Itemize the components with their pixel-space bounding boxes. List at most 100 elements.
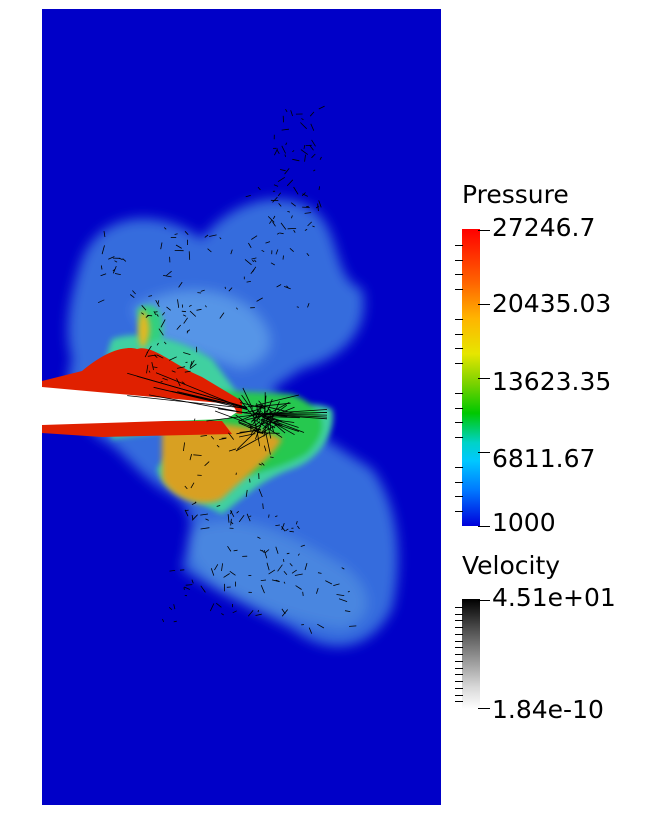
legend-tick [455,627,463,628]
velocity-vector [248,242,252,249]
pressure-label-max: 27246.7 [492,213,596,242]
velocity-vector [307,303,310,308]
velocity-vector [313,169,316,172]
velocity-vector [176,378,181,387]
velocity-vector [168,356,177,361]
velocity-vector [256,297,263,302]
velocity-vector [318,105,325,110]
velocity-vector [265,241,271,244]
velocity-vector [262,421,271,430]
velocity-vector [272,196,278,203]
velocity-vector [276,284,282,288]
velocity-vector [292,150,295,153]
velocity-vector [277,564,283,572]
velocity-vector [148,394,248,414]
velocity-vector [132,290,136,295]
velocity-vector [295,520,298,525]
velocity-vector [108,256,115,260]
legend-tick [455,681,463,682]
velocity-vector [219,438,227,440]
velocity-vector [174,233,178,235]
velocity-vector [349,625,357,627]
velocity-vector [302,591,304,596]
velocity-vector [271,419,295,423]
velocity-vector [275,524,280,526]
velocity-vector [206,414,254,422]
velocity-vector [156,354,164,359]
velocity-vector [214,410,255,427]
velocity-vector [163,275,172,278]
velocity-vector [219,237,222,240]
pressure-label-min: 1000 [492,508,556,537]
legend-tick [455,695,463,696]
velocity-vector [296,306,300,308]
velocity-vector [284,168,290,175]
velocity-vector [283,581,286,584]
velocity-vector [200,527,210,530]
velocity-vector [256,409,328,415]
velocity-vector [260,402,291,407]
legend-tick [455,348,463,349]
velocity-vector [173,604,176,610]
velocity-vector [221,563,223,571]
legend-tick [478,708,490,709]
velocity-vector [210,435,215,440]
legend-tick [455,437,463,438]
velocity-vector [260,422,272,434]
velocity-vector [333,583,340,586]
velocity-vector [194,418,196,421]
velocity-vector [259,549,263,552]
velocity-vector [255,613,262,616]
velocity-legend-title: Velocity [462,551,561,580]
velocity-vector [194,501,197,504]
legend-tick [455,334,463,335]
velocity-vector [190,482,195,489]
velocity-vector [254,259,257,263]
pressure-label-high: 20435.03 [492,289,612,318]
velocity-vector [216,505,221,507]
velocity-vector [257,610,259,613]
velocity-vector [318,200,322,208]
velocity-vector [258,463,262,466]
velocity-vector [173,620,177,623]
velocity-vector [279,232,284,235]
velocity-vector [183,352,191,355]
velocity-vector [258,488,263,498]
velocity-vector [273,184,279,187]
legend-tick [455,482,463,483]
velocity-vector [281,145,286,154]
velocity-vector [176,366,186,369]
velocity-vector [282,255,284,260]
velocity-vector [183,442,185,452]
obstacle-wedge [42,387,237,425]
velocity-vector [271,425,274,433]
velocity-vector [252,414,257,427]
legend-tick [455,668,463,669]
velocity-vector [257,421,283,438]
velocity-vector-glyphs [97,105,357,634]
velocity-vector [101,245,105,255]
legend-tick [455,245,463,246]
velocity-vector [176,324,182,330]
velocity-vector [283,570,288,575]
velocity-vector [251,235,258,240]
velocity-vector [191,514,198,521]
velocity-vector [254,409,269,422]
legend-tick [455,289,463,290]
velocity-vector [255,404,264,409]
velocity-vector [155,300,160,307]
velocity-vector [251,257,257,260]
velocity-vector [347,590,350,593]
velocity-vector [285,108,288,113]
velocity-vector [285,142,288,146]
legend-tick [455,496,463,497]
legend-tick [478,378,490,379]
velocity-vector [214,564,219,571]
pressure-field-plot [42,9,441,805]
velocity-vector [295,585,302,590]
velocity-vector [158,328,164,336]
velocity-vector [272,221,276,227]
velocity-vector [257,536,261,539]
velocity-vector [230,518,232,526]
velocity-vector [169,570,176,572]
